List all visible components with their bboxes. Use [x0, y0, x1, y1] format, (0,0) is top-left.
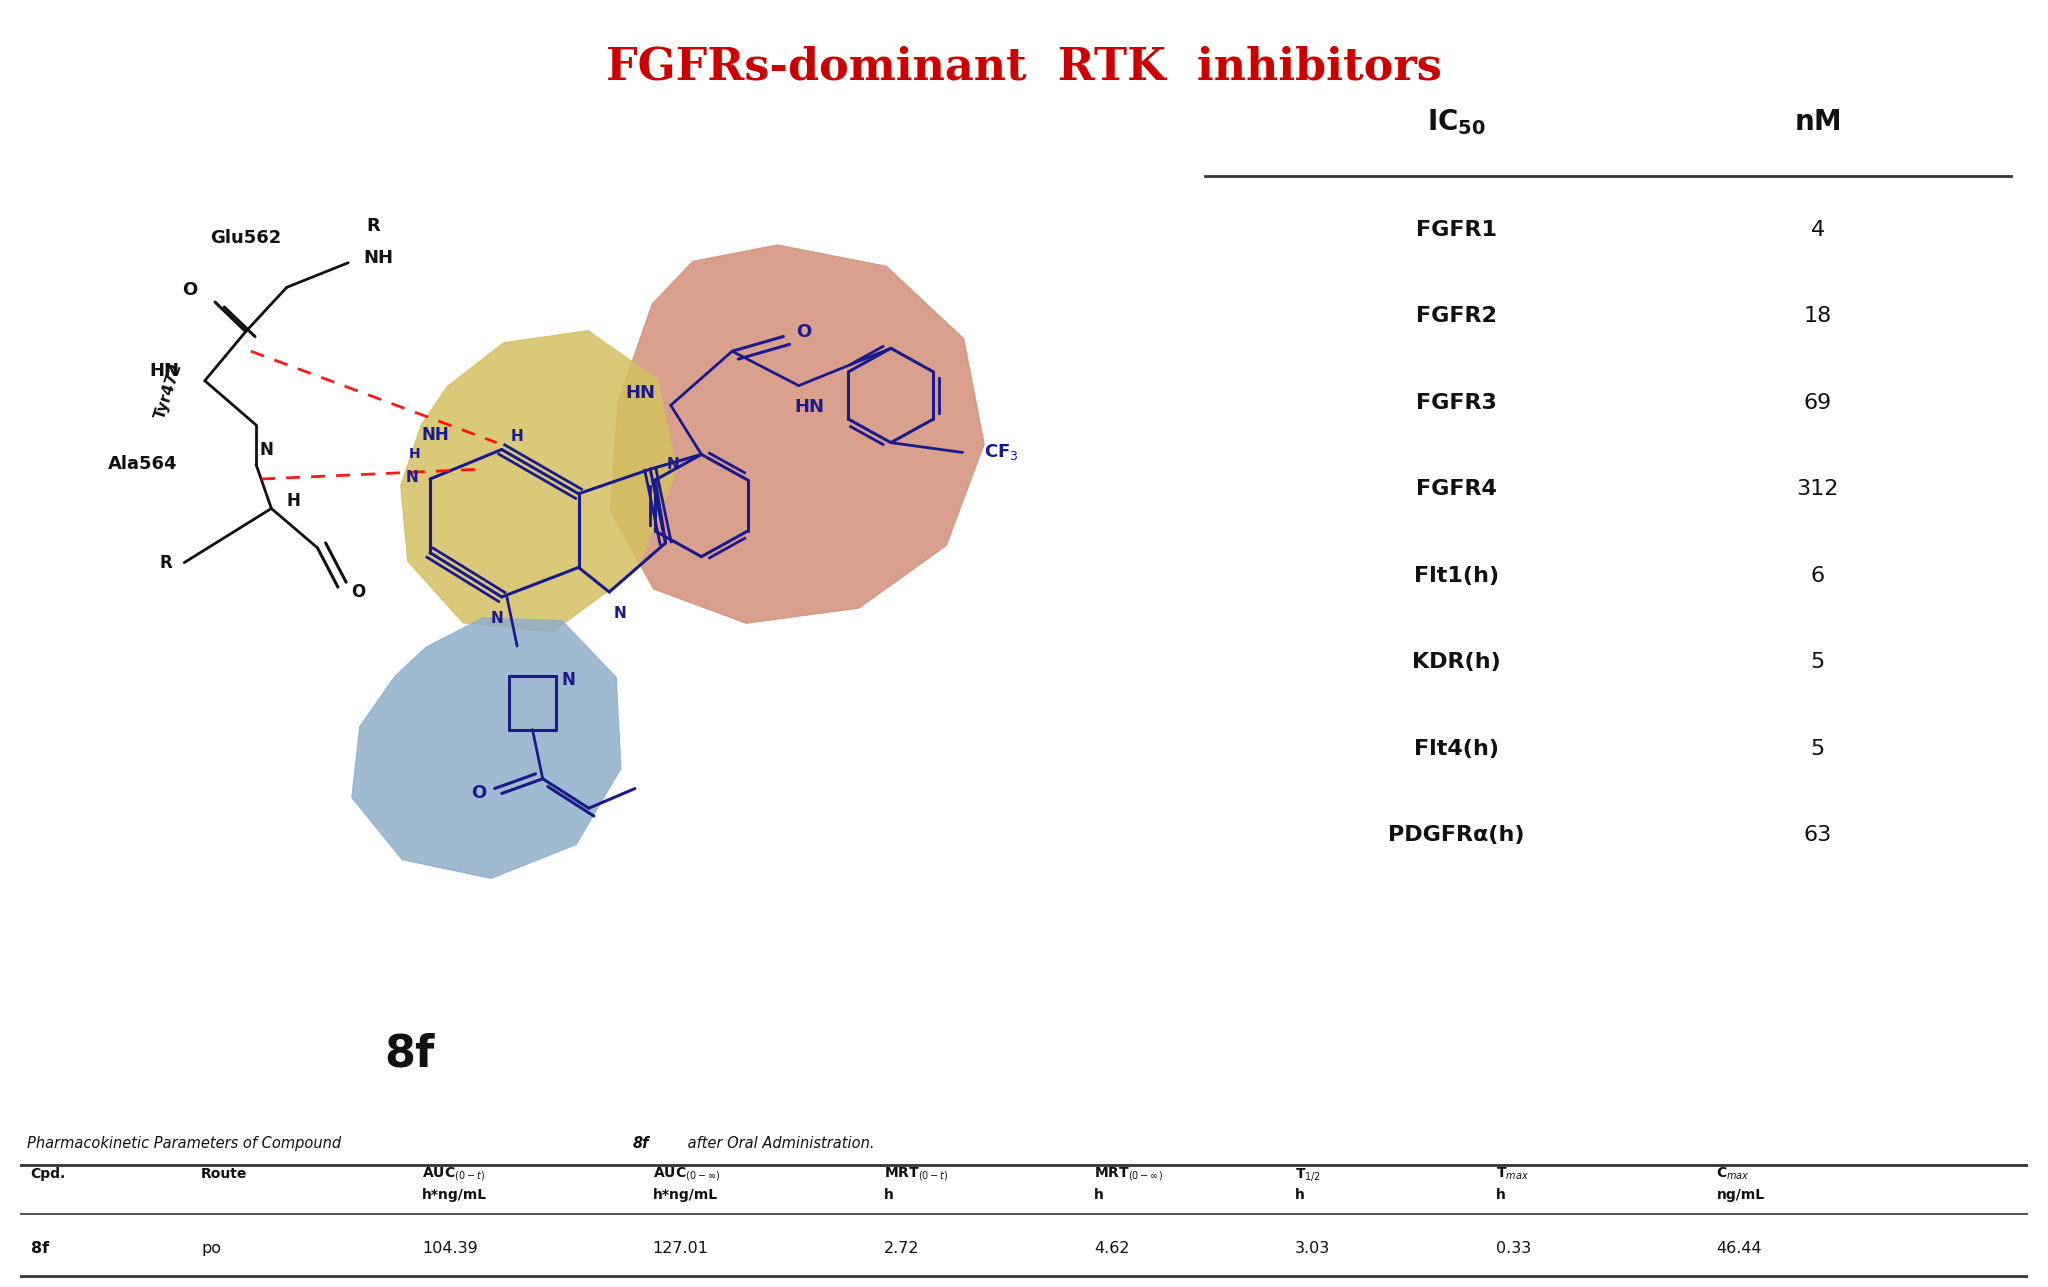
Text: $\mathbf{nM}$: $\mathbf{nM}$ — [1794, 108, 1841, 135]
Text: ng/mL: ng/mL — [1716, 1188, 1765, 1202]
Text: Tyr472: Tyr472 — [154, 360, 184, 421]
Text: CF$_3$: CF$_3$ — [985, 443, 1018, 462]
Text: N: N — [666, 457, 680, 472]
Text: MRT$_{(0-t)}$: MRT$_{(0-t)}$ — [883, 1165, 948, 1183]
Text: h: h — [1495, 1188, 1505, 1202]
Text: 63: 63 — [1804, 825, 1831, 846]
Text: 18: 18 — [1804, 306, 1831, 327]
Text: h*ng/mL: h*ng/mL — [653, 1188, 717, 1202]
Text: FGFR2: FGFR2 — [1415, 306, 1497, 327]
Polygon shape — [352, 618, 621, 878]
Text: NH: NH — [362, 248, 393, 266]
Text: NH: NH — [422, 426, 449, 444]
Text: 69: 69 — [1804, 393, 1831, 413]
Text: h: h — [1294, 1188, 1305, 1202]
Text: Flt4(h): Flt4(h) — [1413, 739, 1499, 759]
Text: 8f: 8f — [31, 1241, 49, 1256]
Text: N: N — [489, 611, 504, 625]
Text: AUC$_{(0-t)}$: AUC$_{(0-t)}$ — [422, 1165, 485, 1183]
Text: 2.72: 2.72 — [883, 1241, 920, 1256]
Text: FGFR3: FGFR3 — [1415, 393, 1497, 413]
Text: 6: 6 — [1810, 566, 1825, 586]
Text: 8f: 8f — [633, 1135, 649, 1151]
Text: 312: 312 — [1796, 479, 1839, 499]
Text: Route: Route — [201, 1167, 248, 1181]
Text: h*ng/mL: h*ng/mL — [422, 1188, 487, 1202]
Text: FGFR1: FGFR1 — [1415, 220, 1497, 239]
Text: MRT$_{(0-∞)}$: MRT$_{(0-∞)}$ — [1094, 1165, 1163, 1183]
Text: 3.03: 3.03 — [1294, 1241, 1331, 1256]
Text: FGFR4: FGFR4 — [1415, 479, 1497, 499]
Text: 4: 4 — [1810, 220, 1825, 239]
Text: N: N — [561, 672, 575, 690]
Text: HN: HN — [625, 385, 655, 403]
Text: 46.44: 46.44 — [1716, 1241, 1761, 1256]
Text: 5: 5 — [1810, 739, 1825, 759]
Text: Glu562: Glu562 — [209, 229, 281, 247]
Text: C$_{max}$: C$_{max}$ — [1716, 1166, 1751, 1183]
Text: H: H — [410, 448, 420, 462]
Text: 127.01: 127.01 — [653, 1241, 709, 1256]
Text: PDGFRα(h): PDGFRα(h) — [1389, 825, 1526, 846]
Text: N: N — [406, 470, 418, 484]
Text: O: O — [352, 583, 365, 601]
Text: H: H — [510, 430, 524, 444]
Text: h: h — [1094, 1188, 1104, 1202]
Text: $\mathbf{IC_{50}}$: $\mathbf{IC_{50}}$ — [1427, 107, 1487, 136]
Text: N: N — [612, 606, 627, 622]
Text: after Oral Administration.: after Oral Administration. — [682, 1135, 874, 1151]
Text: Flt1(h): Flt1(h) — [1413, 566, 1499, 586]
Text: O: O — [471, 785, 487, 803]
Text: Cpd.: Cpd. — [31, 1167, 66, 1181]
Text: HN: HN — [795, 398, 823, 416]
Text: KDR(h): KDR(h) — [1413, 653, 1501, 672]
Text: R: R — [367, 218, 381, 236]
Text: T$_{1/2}$: T$_{1/2}$ — [1294, 1166, 1321, 1183]
Text: 5: 5 — [1810, 653, 1825, 672]
Polygon shape — [401, 331, 676, 632]
Text: 0.33: 0.33 — [1495, 1241, 1532, 1256]
Text: AUC$_{(0-∞)}$: AUC$_{(0-∞)}$ — [653, 1165, 721, 1183]
Text: HN: HN — [150, 362, 180, 380]
Text: 4.62: 4.62 — [1094, 1241, 1130, 1256]
Text: T$_{max}$: T$_{max}$ — [1495, 1166, 1528, 1183]
Text: 8f: 8f — [385, 1032, 434, 1076]
Text: h: h — [883, 1188, 893, 1202]
Text: FGFRs-dominant  RTK  inhibitors: FGFRs-dominant RTK inhibitors — [606, 45, 1442, 88]
Text: O: O — [182, 282, 197, 300]
Text: Pharmacokinetic Parameters of Compound: Pharmacokinetic Parameters of Compound — [27, 1135, 346, 1151]
Text: 104.39: 104.39 — [422, 1241, 477, 1256]
Text: R: R — [160, 553, 172, 571]
Text: po: po — [201, 1241, 221, 1256]
Text: N: N — [260, 440, 272, 458]
Text: Ala564: Ala564 — [106, 456, 176, 474]
Text: O: O — [797, 323, 811, 341]
Polygon shape — [610, 245, 985, 623]
Text: H: H — [287, 492, 301, 510]
